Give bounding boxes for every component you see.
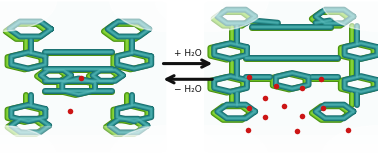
Ellipse shape	[0, 0, 57, 31]
FancyBboxPatch shape	[204, 2, 378, 152]
Ellipse shape	[155, 0, 268, 31]
Ellipse shape	[321, 126, 378, 157]
Ellipse shape	[0, 126, 57, 157]
Bar	[0, 135, 378, 157]
Bar	[0, 126, 378, 157]
Ellipse shape	[110, 0, 223, 31]
Text: − H₂O: − H₂O	[174, 85, 202, 94]
Bar	[0, 144, 378, 157]
Text: + H₂O: + H₂O	[174, 49, 202, 58]
Ellipse shape	[155, 126, 268, 157]
Ellipse shape	[321, 0, 378, 31]
FancyBboxPatch shape	[0, 2, 166, 152]
Ellipse shape	[110, 126, 223, 157]
